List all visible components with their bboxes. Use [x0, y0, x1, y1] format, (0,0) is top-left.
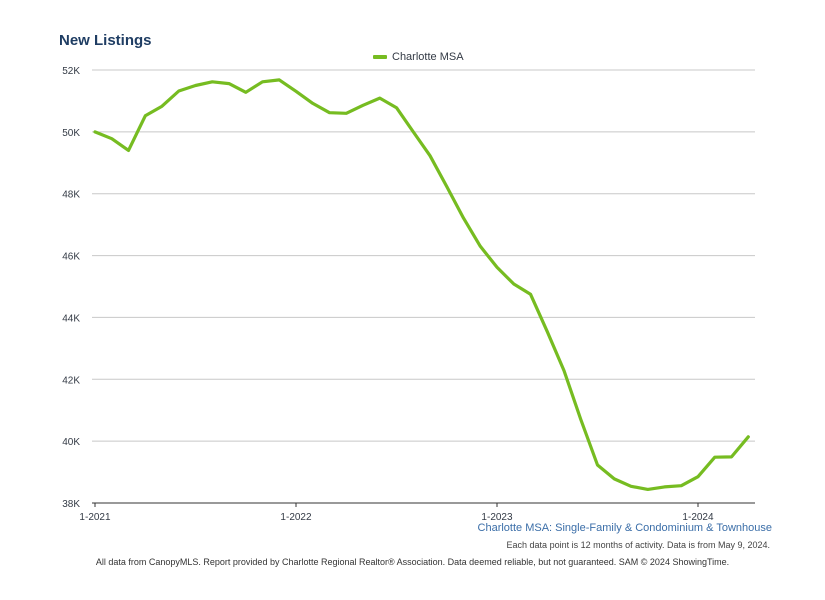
y-tick-label: 48K: [62, 190, 80, 201]
x-tick-label: 1-2021: [79, 512, 111, 523]
legend-swatch: [373, 55, 387, 59]
y-tick-label: 46K: [62, 252, 80, 263]
legend-label: Charlotte MSA: [392, 51, 464, 63]
y-tick-label: 42K: [62, 375, 80, 386]
x-tick-label: 1-2023: [481, 512, 513, 523]
x-tick-label: 1-2024: [682, 512, 714, 523]
chart-title: New Listings: [59, 32, 152, 49]
source-footer: All data from CanopyMLS. Report provided…: [95, 557, 730, 567]
data-note: Each data point is 12 months of activity…: [506, 540, 770, 550]
chart-subtitle: Charlotte MSA: Single-Family & Condomini…: [477, 522, 772, 534]
y-tick-label: 44K: [62, 313, 80, 324]
legend: Charlotte MSA: [373, 51, 464, 63]
y-tick-label: 50K: [62, 128, 80, 139]
x-tick-label: 1-2022: [280, 512, 312, 523]
series-line: [93, 78, 750, 491]
y-tick-label: 38K: [62, 499, 80, 510]
y-tick-label: 52K: [62, 66, 80, 77]
y-tick-label: 40K: [62, 437, 80, 448]
